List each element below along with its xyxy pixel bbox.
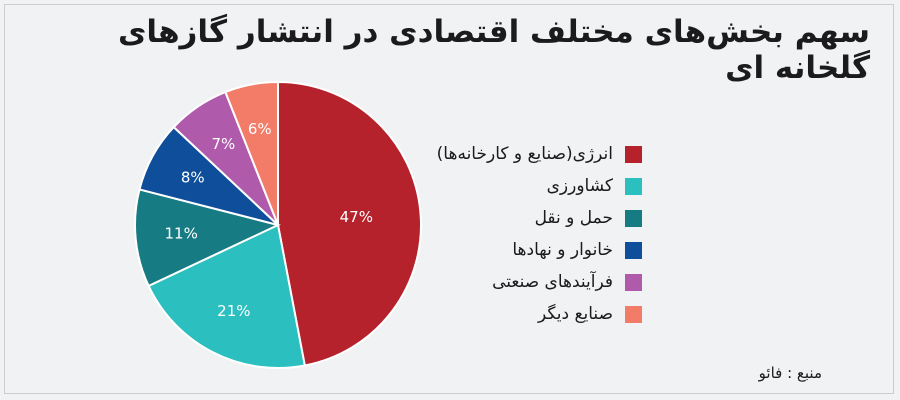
legend-item-6: صنایع دیگر (437, 298, 642, 330)
chart-source: منبع : فائو (758, 364, 822, 382)
legend-swatch (625, 273, 642, 291)
pie-value-label-4: 8% (181, 169, 205, 187)
pie-slice-2 (147, 223, 306, 369)
pie-value-label-2: 21% (217, 302, 250, 320)
pie-slice-1 (277, 80, 422, 367)
legend-swatch (625, 241, 642, 259)
pie-value-label-6: 6% (248, 120, 272, 138)
legend-swatch (625, 177, 642, 195)
legend-item-4: خانوار و نهادها (437, 234, 642, 266)
legend-item-3: حمل و نقل (437, 202, 642, 234)
pie-slices (134, 80, 422, 369)
pie-value-label-5: 7% (211, 135, 235, 153)
chart-title: سهم بخش‌های مختلف اقتصادی در انتشار گازه… (118, 14, 870, 86)
legend-item-5: فرآیندهای صنعتی (437, 266, 642, 298)
pie-value-labels: 47% 21% 11% 8% 7% 6% (165, 120, 373, 320)
pie-slice-3 (134, 188, 281, 288)
chart-legend: انرژی(صنایع و کارخانه‌ها) کشاورزی حمل و نق… (437, 138, 642, 330)
legend-label: انرژی(صنایع و کارخانه‌ها) (436, 144, 613, 164)
legend-label: خانوار و نهادها (512, 240, 613, 260)
legend-label: فرآیندهای صنعتی (492, 272, 613, 292)
pie-slice-6 (224, 80, 279, 226)
legend-label: کشاورزی (546, 176, 613, 196)
legend-item-1: انرژی(صنایع و کارخانه‌ها) (437, 138, 642, 170)
legend-swatch (625, 209, 642, 227)
chart-frame (4, 4, 894, 394)
legend-label: حمل و نقل (534, 208, 613, 228)
legend-swatch (625, 305, 642, 323)
legend-swatch (625, 145, 642, 163)
legend-label: صنایع دیگر (538, 304, 613, 324)
pie-value-label-3: 11% (165, 225, 198, 243)
pie-value-label-1: 47% (340, 208, 373, 226)
legend-item-2: کشاورزی (437, 170, 642, 202)
